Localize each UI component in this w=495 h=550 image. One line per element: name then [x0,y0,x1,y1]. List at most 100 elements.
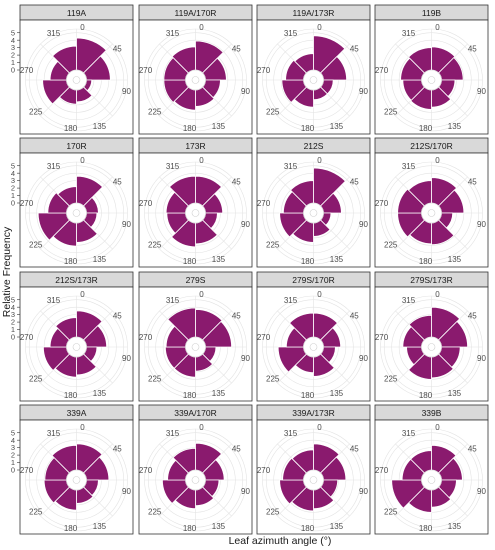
angle-tick-label: 135 [93,122,107,131]
angle-tick-label: 45 [350,177,359,186]
facet-label: 212S [304,141,324,151]
center-ring [185,202,206,224]
angle-tick-label: 225 [29,508,43,517]
center-ring [72,343,81,351]
r-tick-label: 3 [11,443,15,452]
r-tick-label: 2 [11,318,15,327]
facet-label: 339A/170R [174,408,217,418]
angle-tick-label: 270 [139,199,153,208]
angle-tick-label: 90 [359,487,368,496]
facet-panel: 212S/170R 0 45 90 135 180 225 270 315 [374,137,489,268]
angle-tick-label: 180 [301,124,315,133]
angle-tick-label: 270 [375,466,389,475]
angle-tick-label: 225 [266,241,280,250]
center-ring [185,469,206,491]
angle-tick-label: 0 [435,423,440,432]
r-tick-label: 5 [11,428,15,437]
center-ring [191,209,200,217]
angle-tick-label: 270 [139,66,153,75]
angle-tick-label: 180 [183,124,197,133]
angle-tick-label: 180 [183,391,197,400]
center-ring [66,336,87,358]
angle-tick-label: 135 [448,122,462,131]
center-ring [303,202,324,224]
angle-tick-label: 270 [257,199,271,208]
angle-tick-label: 180 [419,391,433,400]
angle-tick-label: 315 [402,29,416,38]
angle-tick-label: 225 [29,108,43,117]
angle-tick-label: 90 [359,354,368,363]
r-tick-label: 5 [11,295,15,304]
center-ring [191,476,200,484]
angle-tick-label: 45 [468,177,477,186]
angle-tick-label: 315 [47,429,61,438]
angle-tick-label: 270 [20,333,34,342]
angle-tick-label: 180 [64,124,78,133]
center-ring [303,336,324,358]
facet-label: 119A/170R [175,8,217,18]
angle-tick-label: 0 [435,290,440,299]
angle-tick-label: 270 [375,199,389,208]
y-axis-title: Relative Frequency [1,226,13,317]
angle-tick-label: 225 [266,375,280,384]
center-ring [185,69,206,91]
angle-tick-label: 45 [232,44,241,53]
angle-tick-label: 270 [139,466,153,475]
angle-tick-label: 270 [375,333,389,342]
facet-panel: 339A/170R 0 45 90 135 180 225 270 315 [138,404,253,535]
angle-tick-label: 45 [113,444,122,453]
facet-label: 279S/170R [292,275,335,285]
center-ring [427,76,436,84]
angle-tick-label: 0 [80,290,85,299]
center-ring [427,343,436,351]
angle-tick-label: 225 [384,508,398,517]
angle-tick-label: 90 [477,87,486,96]
angle-tick-label: 0 [80,23,85,32]
angle-tick-label: 90 [122,87,131,96]
facet-panel: 119A/173R 0 45 90 135 180 225 270 315 [256,4,371,135]
angle-tick-label: 0 [435,156,440,165]
angle-tick-label: 135 [330,389,344,398]
angle-tick-label: 225 [29,241,43,250]
facet-panel: 279S/173R 0 45 90 135 180 225 270 315 [374,271,489,402]
angle-tick-label: 135 [330,522,344,531]
angle-tick-label: 135 [330,122,344,131]
angle-tick-label: 225 [148,508,162,517]
facet-label: 212S/173R [55,275,98,285]
angle-tick-label: 180 [64,257,78,266]
angle-tick-label: 90 [477,220,486,229]
angle-tick-label: 0 [199,156,204,165]
r-tick-label: 2 [11,451,15,460]
r-tick-label: 1 [11,458,15,467]
r-tick-label: 1 [11,191,15,200]
center-ring [421,336,442,358]
angle-tick-label: 45 [232,311,241,320]
angle-tick-label: 180 [419,124,433,133]
r-tick-label: 0 [11,66,15,75]
r-tick-label: 4 [11,36,15,45]
angle-tick-label: 315 [166,162,180,171]
facet-label: 119A [67,8,87,18]
angle-tick-label: 315 [402,162,416,171]
facet-panel: 119A/170R 0 45 90 135 180 225 270 315 [138,4,253,135]
angle-tick-label: 135 [448,522,462,531]
center-ring [185,336,206,358]
r-tick-label: 0 [11,199,15,208]
angle-tick-label: 135 [93,389,107,398]
center-ring [421,202,442,224]
angle-tick-label: 180 [419,257,433,266]
center-ring [66,469,87,491]
r-tick-label: 2 [11,51,15,60]
r-tick-label: 1 [11,58,15,67]
angle-tick-label: 135 [448,389,462,398]
angle-tick-label: 90 [122,487,131,496]
angle-tick-label: 180 [64,391,78,400]
angle-tick-label: 135 [212,122,226,131]
angle-tick-label: 180 [64,524,78,533]
center-ring [309,476,318,484]
facet-panel: 279S/170R 0 45 90 135 180 225 270 315 [256,271,371,402]
angle-tick-label: 225 [266,108,280,117]
angle-tick-label: 90 [359,220,368,229]
